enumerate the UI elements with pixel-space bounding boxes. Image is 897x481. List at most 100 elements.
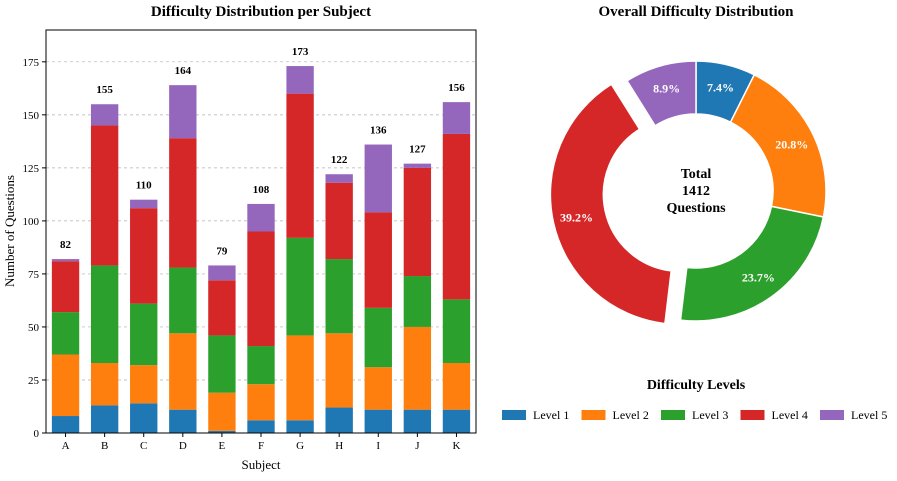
legend-title: Difficulty Levels (647, 378, 746, 393)
bar-segment (286, 93, 314, 238)
donut-chart: Overall Difficulty Distribution 7.4% 20.8… (549, 4, 827, 325)
bar-total-label: 173 (292, 46, 309, 58)
bar-segment (130, 365, 158, 404)
bar-total-label: 122 (331, 154, 348, 166)
bar-segment (51, 354, 80, 417)
legend-item-label: Level 1 (533, 408, 569, 422)
bar-segment (51, 259, 80, 262)
bar-segment (130, 199, 158, 209)
legend-swatch (661, 410, 685, 420)
bar-segment (325, 182, 353, 260)
bar-x-tick-label: C (140, 440, 147, 452)
bar-segment (169, 267, 197, 334)
bar-segment (90, 104, 119, 126)
legend-swatch (740, 410, 765, 420)
bar-segment (169, 85, 197, 139)
legend-item-label: Level 5 (851, 408, 887, 422)
bar-segment (442, 133, 471, 300)
bar-x-tick-label: D (179, 440, 187, 452)
bar-segment (208, 335, 236, 393)
bar-x-ticks: A B C D E F G H I J K (62, 433, 460, 452)
bar-segment (90, 125, 119, 266)
bar-y-tick-label: 0 (34, 428, 40, 440)
donut-center-text-line1: Total (681, 167, 712, 182)
bar-segment (325, 174, 353, 183)
bar-segment (247, 420, 275, 433)
legend-item-label: Level 2 (613, 408, 649, 422)
bar-total-label: 79 (216, 245, 228, 257)
bar-total-label: 155 (96, 84, 113, 96)
bar-x-tick-label: A (62, 440, 70, 452)
bar-segment (247, 203, 275, 232)
donut-slice (549, 83, 673, 325)
bar-segment (90, 265, 119, 364)
bar-segment (364, 409, 392, 433)
donut-slice-percent-label: 7.4% (707, 80, 734, 94)
bar-marks (51, 66, 471, 433)
bar-y-axis-label: Number of Questions (2, 175, 17, 287)
bar-segment (130, 303, 158, 366)
bar-total-label: 164 (175, 65, 192, 77)
donut-slice-percent-label: 39.2% (560, 211, 593, 225)
bar-segment (169, 138, 197, 268)
donut-slices (549, 60, 827, 325)
bar-segment (130, 208, 158, 304)
bar-x-tick-label: F (258, 440, 264, 452)
bar-segment (51, 416, 80, 433)
bar-y-tick-label: 125 (23, 163, 40, 175)
bar-segment (442, 299, 471, 364)
bar-segment (247, 346, 275, 385)
bar-x-tick-label: I (376, 440, 380, 452)
bar-segment (90, 363, 119, 406)
bar-segment (403, 163, 432, 168)
donut-slice-percent-label: 20.8% (775, 137, 808, 151)
bar-total-label: 82 (60, 239, 72, 251)
bar-segment (325, 333, 353, 408)
bar-total-label: 136 (370, 125, 387, 137)
donut-center-text-line3: Questions (666, 201, 726, 216)
donut-slice-labels: 7.4% 20.8% 23.7% 39.2% 8.9% (560, 80, 808, 284)
bar-segment (403, 276, 432, 327)
legend-swatch (581, 410, 606, 420)
bar-segment (286, 420, 314, 433)
bar-segment (247, 231, 275, 347)
donut-chart-title: Overall Difficulty Distribution (599, 4, 795, 20)
bar-total-label: 108 (253, 184, 270, 196)
bar-x-tick-label: B (101, 440, 108, 452)
bar-segment (208, 280, 236, 336)
bar-segment (286, 335, 314, 421)
legend-item-label: Level 4 (772, 408, 808, 422)
bar-segment (51, 312, 80, 355)
bar-segment (364, 144, 392, 213)
bar-y-tick-label: 75 (28, 269, 40, 281)
bar-segment (208, 265, 236, 281)
bar-chart: Difficulty Distribution per Subject 0 25 5… (2, 4, 477, 472)
donut-slice-percent-label: 8.9% (653, 82, 680, 96)
bar-segment (442, 102, 471, 134)
bar-segment (403, 409, 432, 433)
bar-segment (364, 367, 392, 410)
bar-y-tick-label: 100 (23, 216, 40, 228)
bar-x-tick-label: H (335, 440, 343, 452)
bar-segment (442, 409, 471, 433)
bar-segment (364, 212, 392, 308)
bar-y-tick-label: 25 (28, 375, 40, 387)
bar-segment (364, 307, 392, 368)
bar-total-label: 156 (448, 82, 465, 94)
donut-slice (679, 205, 825, 322)
bar-segment (286, 66, 314, 94)
bar-segment (325, 259, 353, 334)
donut-slice (626, 60, 697, 127)
bar-segment (403, 167, 432, 277)
bar-segment (130, 403, 158, 433)
legend-item-label: Level 3 (692, 408, 728, 422)
bar-segment (442, 363, 471, 410)
bar-y-tick-label: 175 (23, 57, 40, 69)
donut-slice-percent-label: 23.7% (742, 270, 775, 284)
bar-segment (169, 409, 197, 433)
bar-y-tick-label: 150 (23, 110, 40, 122)
bar-total-labels: 82 155 110 164 79 108 173 122 136 127 156 (60, 46, 465, 257)
bar-y-tick-label: 50 (28, 322, 40, 334)
bar-segment (403, 326, 432, 410)
legend: Difficulty Levels Level 1 Level 2 Level 3 L… (502, 378, 887, 422)
